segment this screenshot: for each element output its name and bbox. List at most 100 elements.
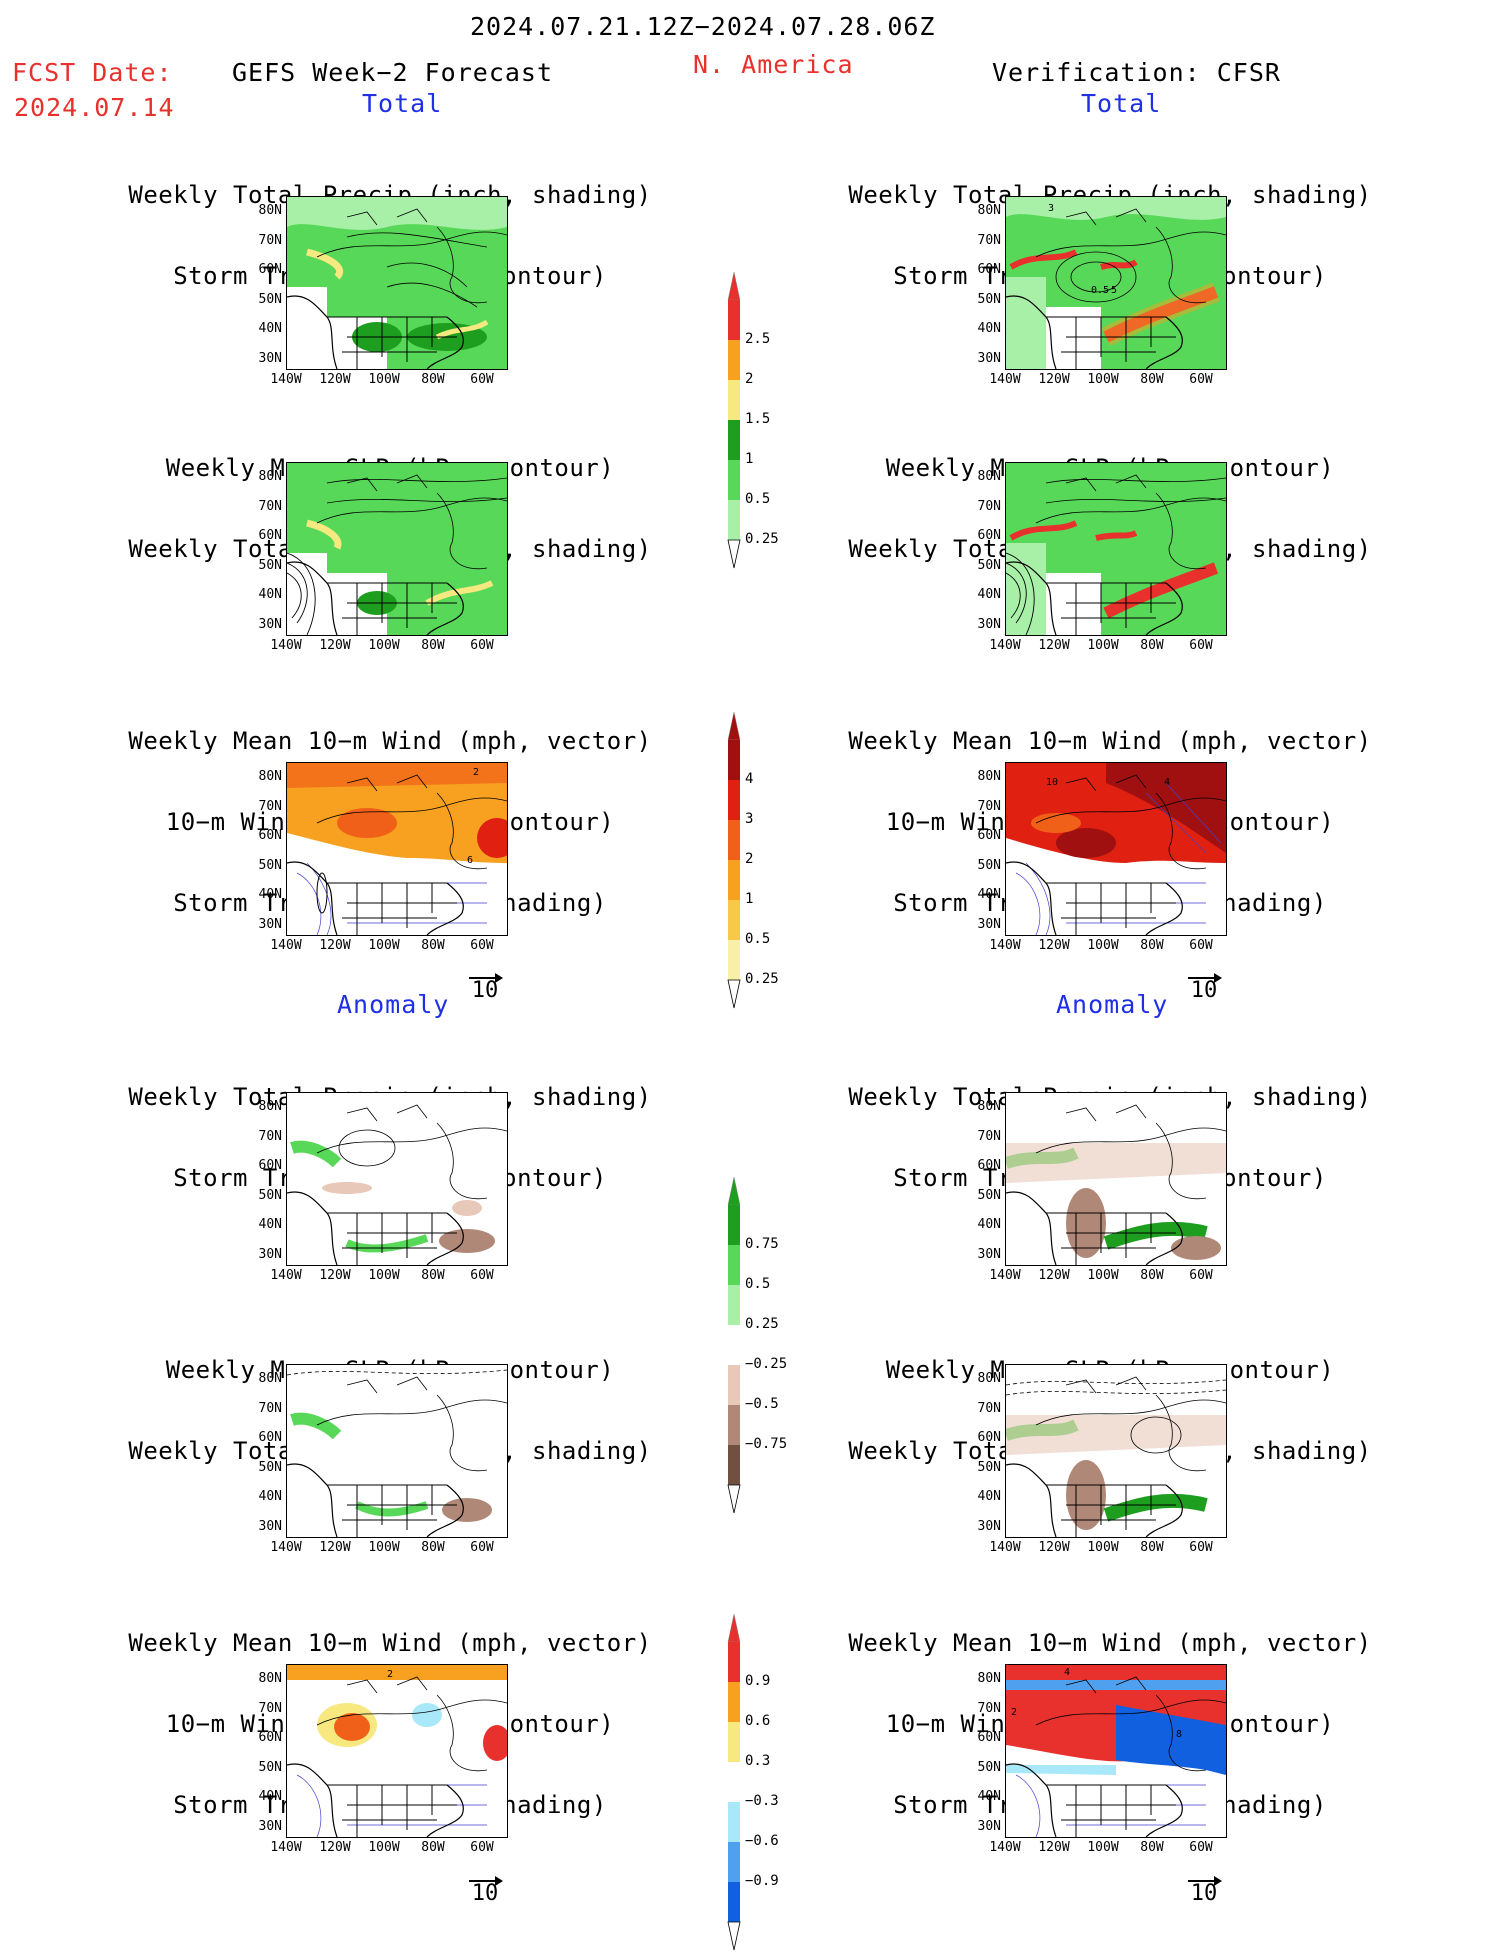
- lat-tick-label: 30N: [258, 1246, 282, 1262]
- colorbar-segment: [728, 940, 740, 980]
- wind-reference-arrow: [1188, 1876, 1222, 1886]
- colorbar-svg: [727, 271, 741, 569]
- lon-tick-label: 140W: [270, 1840, 302, 1855]
- lon-tick-label: 100W: [368, 1268, 400, 1283]
- colorbar-segment: [728, 900, 740, 940]
- lon-tick-label: 120W: [1038, 372, 1070, 387]
- colorbar-tick-label: −0.75: [745, 1436, 788, 1452]
- lat-tick-label: 40N: [977, 1789, 1001, 1804]
- lon-tick-label: 60W: [1189, 372, 1213, 387]
- lon-tick-label: 60W: [1189, 638, 1213, 653]
- contour-label: 10: [1046, 777, 1058, 788]
- lat-tick-label: 80N: [977, 1371, 1001, 1386]
- lon-tick-label: 80W: [1140, 638, 1164, 653]
- contour-label: 4: [1064, 1667, 1070, 1678]
- lat-tick-label: 70N: [977, 232, 1001, 248]
- colorbar-tick-label: 0.25: [745, 971, 779, 987]
- lon-tick-label: 140W: [989, 638, 1021, 653]
- lon-tick-label: 60W: [470, 1840, 494, 1855]
- lon-tick-label: 80W: [421, 938, 445, 953]
- map-obs-anom-slp-precip: [1005, 1364, 1227, 1538]
- lon-tick-label: 60W: [470, 1540, 494, 1555]
- contour-label: 8: [1176, 1729, 1182, 1740]
- lon-tick-label: 140W: [989, 1268, 1021, 1283]
- title-line-1: Weekly Mean 10−m Wind (mph, vector): [848, 727, 1372, 755]
- colorbar-precip-total: 2.5 2 1.5 1 0.5 0.25: [727, 270, 817, 574]
- lat-tick-label: 80N: [977, 1099, 1001, 1114]
- title-line-1: Weekly Mean 10−m Wind (mph, vector): [128, 1629, 652, 1657]
- colorbar-segment: [728, 740, 740, 780]
- lon-tick-label: 80W: [421, 1268, 445, 1283]
- colorbar-top-arrow: [727, 271, 741, 301]
- map-obs-total-precip-storm: 3 0.5 5: [1005, 196, 1227, 370]
- lat-tick-label: 50N: [258, 557, 282, 573]
- lat-tick-label: 30N: [977, 1518, 1001, 1534]
- lon-tick-label: 120W: [319, 638, 351, 653]
- lat-tick-label: 50N: [258, 1759, 282, 1775]
- lat-tick-label: 30N: [258, 350, 282, 366]
- lon-tick-label: 100W: [368, 1840, 400, 1855]
- lat-tick-label: 60N: [977, 528, 1001, 543]
- colorbar-svg: [727, 1176, 741, 1514]
- lat-tick-label: 40N: [977, 587, 1001, 602]
- colorbar-tick-label: 2: [745, 371, 754, 387]
- lat-tick-label: 80N: [258, 469, 282, 484]
- region-name: N. America: [693, 50, 854, 79]
- lat-tick-label: 50N: [258, 291, 282, 307]
- lon-tick-label: 80W: [1140, 1540, 1164, 1555]
- lat-tick-label: 50N: [977, 1459, 1001, 1475]
- lat-tick-label: 80N: [258, 1671, 282, 1686]
- colorbar-tick-label: 0.25: [745, 1316, 779, 1332]
- contour-label: 0.5: [1091, 285, 1109, 296]
- lat-tick-label: 60N: [258, 528, 282, 543]
- colorbar-tick-label: 0.25: [745, 531, 779, 547]
- lat-tick-label: 60N: [258, 828, 282, 843]
- lat-tick-label: 30N: [977, 616, 1001, 632]
- map-fcst-anom-wind-storm: 2: [286, 1664, 508, 1838]
- lat-tick-label: 70N: [258, 498, 282, 514]
- lon-tick-label: 60W: [1189, 1540, 1213, 1555]
- lat-tick-label: 40N: [977, 321, 1001, 336]
- lat-tick-label: 40N: [258, 1789, 282, 1804]
- colorbar-tick-label: −0.3: [745, 1793, 779, 1809]
- map-fcst-anom-slp-precip: [286, 1364, 508, 1538]
- colorbar-segment: [728, 1285, 740, 1325]
- colorbar-segment: [728, 1682, 740, 1722]
- colorbar-segment: [728, 1245, 740, 1285]
- colorbar-tick-label: −0.9: [745, 1873, 779, 1889]
- lon-tick-label: 120W: [319, 372, 351, 387]
- lon-tick-label: 80W: [421, 1840, 445, 1855]
- lon-tick-label: 60W: [470, 1268, 494, 1283]
- colorbar-segment: [728, 380, 740, 420]
- lon-tick-label: 80W: [1140, 1268, 1164, 1283]
- contour-label: 2: [473, 767, 479, 778]
- colorbar-tick-label: 2.5: [745, 331, 771, 347]
- lon-tick-label: 100W: [1087, 938, 1119, 953]
- colorbar-bottom-arrow: [727, 1484, 741, 1514]
- lat-tick-label: 30N: [258, 1518, 282, 1534]
- lat-tick-label: 40N: [258, 1217, 282, 1232]
- lon-tick-label: 120W: [319, 1840, 351, 1855]
- map-fcst-total-slp-precip: [286, 462, 508, 636]
- colorbar-segment: [728, 420, 740, 460]
- colorbar-svg: [727, 711, 741, 1009]
- lat-tick-label: 30N: [977, 350, 1001, 366]
- lon-tick-label: 140W: [989, 1840, 1021, 1855]
- lon-tick-label: 80W: [1140, 372, 1164, 387]
- lon-tick-label: 80W: [1140, 938, 1164, 953]
- lon-tick-label: 120W: [319, 1540, 351, 1555]
- lat-tick-label: 60N: [977, 828, 1001, 843]
- colorbar-segment: [728, 1205, 740, 1245]
- lon-tick-label: 140W: [989, 1540, 1021, 1555]
- map-obs-anom-wind-storm: 4 2 8: [1005, 1664, 1227, 1838]
- colorbar-tick-label: 2: [745, 851, 754, 867]
- colorbar-segment: [728, 1325, 740, 1365]
- lat-tick-label: 70N: [977, 1128, 1001, 1144]
- lat-tick-label: 70N: [258, 1700, 282, 1716]
- lon-tick-label: 80W: [421, 638, 445, 653]
- contour-label: 3: [1048, 203, 1054, 214]
- lon-tick-label: 100W: [1087, 1540, 1119, 1555]
- lat-tick-label: 50N: [258, 1459, 282, 1475]
- lat-tick-label: 30N: [977, 1246, 1001, 1262]
- colorbar-segment: [728, 1405, 740, 1445]
